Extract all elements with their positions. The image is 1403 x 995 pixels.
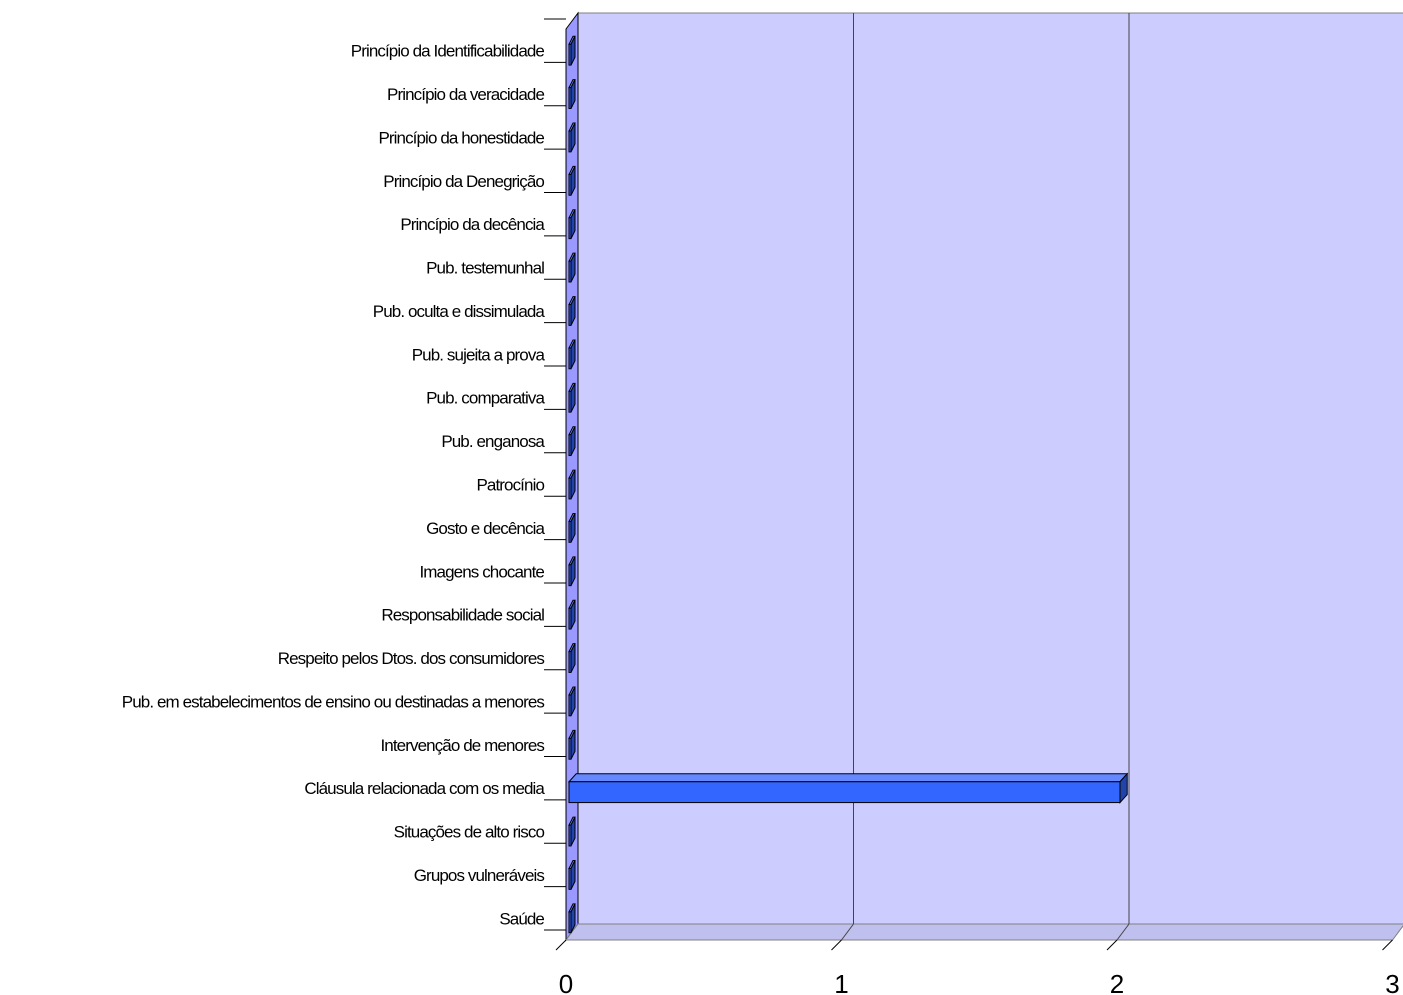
- x-tick-labels: 0 1 2 3: [559, 969, 1400, 995]
- bar-front-face: [568, 130, 572, 153]
- bar: [568, 382, 576, 413]
- category-label: Respeito pelos Dtos. dos consumidores: [278, 649, 545, 668]
- bar-front-face: [568, 781, 1121, 804]
- bar: [568, 165, 576, 196]
- bar-front-face: [568, 564, 572, 587]
- gridlines: [841, 13, 1130, 941]
- bar: [568, 729, 576, 760]
- x-tick-label: 1: [834, 969, 848, 995]
- bar-front-face: [568, 737, 572, 760]
- x-tick-label: 0: [559, 969, 573, 995]
- bar: [568, 599, 576, 630]
- bar-front-face: [568, 607, 572, 630]
- bar: [568, 209, 576, 240]
- bar-front-face: [568, 868, 572, 890]
- bar: [568, 296, 576, 326]
- plot-background: [565, 11, 1403, 942]
- bar: [568, 79, 576, 109]
- bar-top-face: [567, 773, 1129, 783]
- bar: [568, 469, 576, 500]
- x-tick-mark: [555, 939, 567, 951]
- bar-front-face: [568, 43, 572, 66]
- bar: [568, 35, 576, 66]
- bars: [567, 35, 1129, 934]
- category-label: Pub. sujeita a prova: [412, 345, 546, 364]
- bar: [568, 512, 576, 543]
- bar: [568, 643, 576, 673]
- category-label: Princípio da honestidade: [378, 128, 544, 147]
- bar-front-face: [568, 477, 572, 500]
- bar: [567, 772, 1129, 804]
- x-tick-label: 3: [1385, 969, 1399, 995]
- bar: [568, 339, 576, 370]
- category-label: Responsabilidade social: [381, 606, 544, 625]
- bar: [568, 426, 576, 457]
- category-label: Cláusula relacionada com os media: [304, 779, 545, 798]
- category-label: Princípio da Denegrição: [383, 172, 544, 191]
- bar-front-face: [568, 217, 572, 240]
- bar-front-face: [568, 434, 572, 457]
- category-label: Grupos vulneráveis: [414, 866, 545, 885]
- bar-front-face: [568, 87, 572, 109]
- bar-front-face: [568, 173, 572, 196]
- category-label: Princípio da decência: [400, 215, 545, 234]
- bar: [568, 903, 576, 934]
- category-label: Princípio da Identificabilidade: [351, 42, 545, 61]
- category-label: Pub. comparativa: [426, 389, 545, 408]
- bar-front-face: [568, 824, 572, 847]
- bar-front-face: [568, 390, 572, 413]
- axes: [544, 18, 1393, 951]
- bar-front-face: [568, 651, 572, 673]
- x-tick-label: 2: [1110, 969, 1124, 995]
- category-label: Pub. em estabelecimentos de ensino ou de…: [122, 692, 545, 711]
- bar-front-face: [568, 694, 572, 717]
- bar: [568, 816, 576, 847]
- category-label: Gosto e decência: [426, 519, 545, 538]
- bar: [568, 860, 576, 890]
- plot-floor: [565, 923, 1403, 941]
- bar-front-face: [568, 304, 572, 326]
- category-label: Imagens chocante: [419, 562, 544, 581]
- category-label: Pub. oculta e dissimulada: [373, 302, 546, 321]
- bar: [568, 252, 576, 283]
- category-label: Princípio da veracidade: [387, 85, 544, 104]
- bar-front-face: [568, 260, 572, 283]
- floor-gridline-1: [841, 923, 854, 941]
- category-labels: Princípio da Identificabilidade Princípio…: [122, 42, 547, 929]
- category-label: Situações de alto risco: [394, 823, 545, 842]
- floor-gridline-2: [1116, 923, 1130, 941]
- bar: [568, 556, 576, 587]
- x-tick-mark: [1382, 939, 1393, 951]
- category-label: Saúde: [499, 909, 544, 928]
- category-label: Patrocínio: [476, 476, 544, 495]
- category-label: Pub. testemunhal: [426, 259, 544, 278]
- x-tick-mark: [831, 939, 842, 951]
- category-label: Intervenção de menores: [380, 736, 544, 755]
- bar-front-face: [568, 520, 572, 543]
- bar-front-face: [568, 911, 572, 934]
- bar: [568, 686, 576, 717]
- category-label: Pub. enganosa: [441, 432, 545, 451]
- x-tick-mark: [1106, 939, 1118, 951]
- bar: [568, 122, 576, 153]
- bar-front-face: [568, 347, 572, 370]
